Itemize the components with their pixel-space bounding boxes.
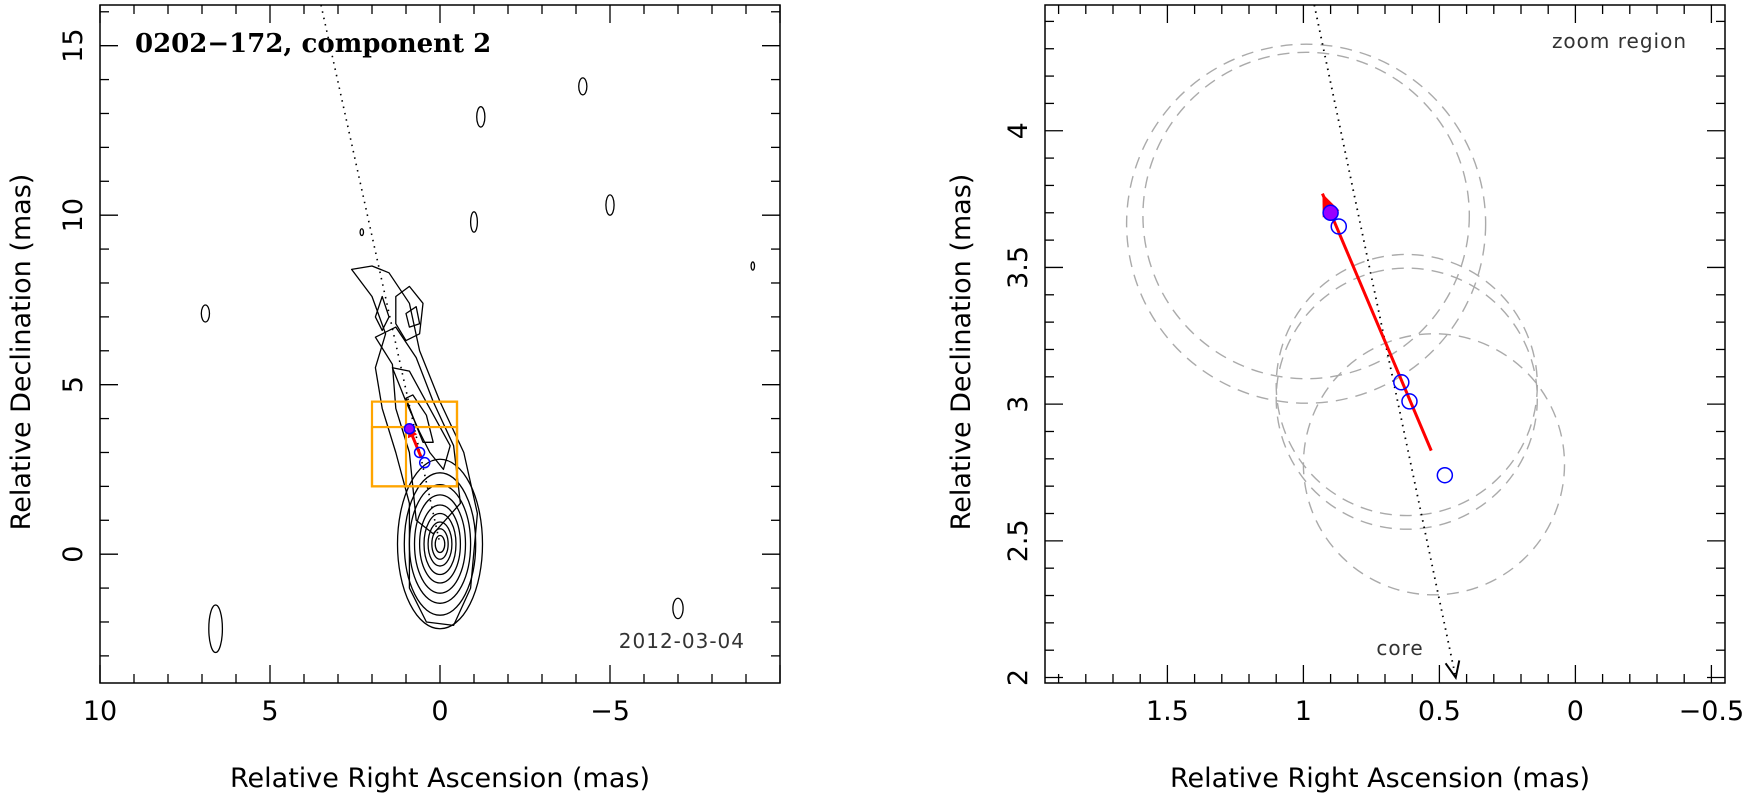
core-contour — [418, 504, 462, 584]
tick-labels-left: 10 5 0 −5 0 5 10 15 — [58, 29, 630, 727]
noise-contour — [672, 597, 684, 620]
component-marker-filled — [403, 423, 416, 435]
component-marker — [413, 446, 426, 459]
jet-axis-dotted-line — [320, 4, 441, 545]
tick-labels-right: 1.5 1 0.5 0 −0.5 2 2.5 3 3.5 4 — [1003, 122, 1744, 727]
core-direction-arrowhead — [1444, 660, 1461, 680]
y-axis-label-left: Relative Declination (mas) — [6, 174, 37, 531]
x-axis-label-left: Relative Right Ascension (mas) — [230, 763, 650, 794]
zoom-region-label: zoom region — [1552, 29, 1687, 53]
x-tick-label: −5 — [590, 696, 630, 727]
x-tick-label: 1.5 — [1146, 696, 1189, 727]
y-tick-label: 5 — [58, 376, 89, 393]
y-tick-label: 0 — [58, 546, 89, 563]
component-marker — [1436, 466, 1454, 484]
uncertainty-circle — [1142, 51, 1471, 380]
y-tick-label: 3.5 — [1003, 246, 1034, 289]
motion-arrow-right — [1321, 193, 1433, 452]
component-marker — [1393, 374, 1410, 391]
plot-frame-left — [99, 4, 781, 684]
noise-contour — [750, 261, 756, 271]
uncertainty-circle — [1302, 333, 1566, 596]
core-contour — [396, 458, 484, 630]
component-markers-right — [1322, 204, 1454, 484]
noise-contour — [208, 604, 224, 654]
core-contour — [423, 512, 457, 576]
uncertainty-circle — [1125, 43, 1487, 404]
x-tick-label: 10 — [83, 696, 117, 727]
component-marker — [418, 456, 431, 469]
component-marker-filled — [1322, 204, 1339, 222]
core-contour — [413, 494, 467, 594]
noise-contour — [200, 304, 211, 323]
y-tick-label: 4 — [1003, 122, 1034, 139]
core-contour — [403, 472, 477, 616]
x-tick-label: 0 — [431, 696, 448, 727]
jet-contour — [405, 306, 421, 328]
x-tick-label: 5 — [261, 696, 278, 727]
component-marker — [1330, 218, 1348, 235]
x-axis-label-right: Relative Right Ascension (mas) — [1170, 763, 1590, 794]
jet-contour — [395, 285, 424, 342]
core-contour — [434, 534, 446, 554]
component-markers-left — [403, 423, 431, 469]
uncertainty-circle — [1275, 267, 1539, 530]
noise-contour — [476, 106, 486, 128]
epoch-date-label: 2012-03-04 — [619, 629, 745, 653]
x-tick-label: −0.5 — [1679, 696, 1745, 727]
jet-contour — [374, 295, 390, 332]
uncertainty-circle — [1275, 253, 1539, 517]
x-tick-label: 0.5 — [1418, 696, 1461, 727]
noise-contour — [469, 211, 479, 233]
y-tick-label: 15 — [58, 29, 89, 63]
y-tick-label: 2 — [1003, 669, 1034, 686]
jet-contour — [350, 265, 479, 627]
ticks-left — [99, 5, 781, 683]
y-tick-label: 2.5 — [1003, 519, 1034, 562]
y-tick-label: 10 — [58, 198, 89, 232]
noise-contour — [359, 228, 365, 237]
x-tick-label: 0 — [1567, 696, 1584, 727]
y-tick-label: 3 — [1003, 396, 1034, 413]
uncertainty-circles — [1125, 43, 1566, 596]
core-contour — [431, 528, 449, 560]
y-axis-label-right: Relative Declination (mas) — [946, 174, 977, 531]
ticks-right — [1045, 5, 1725, 683]
component-marker — [1401, 393, 1418, 410]
contour-lines — [200, 77, 756, 654]
chart-title: 0202−172, component 2 — [135, 29, 491, 59]
left-panel-contour-map: 10 5 0 −5 0 5 10 15 0202−172, component 2 2012-… — [6, 4, 781, 794]
x-tick-label: 1 — [1295, 696, 1312, 727]
core-contour — [427, 521, 453, 567]
noise-contour — [578, 77, 588, 96]
zoom-box — [404, 400, 459, 488]
jet-axis-dotted-line-zoom — [1313, 4, 1457, 678]
jet-contour — [405, 394, 434, 443]
core-label: core — [1376, 636, 1423, 660]
right-panel-zoom-plot: 1.5 1 0.5 0 −0.5 2 2.5 3 3.5 4 zoom region core R… — [946, 4, 1744, 794]
noise-contour — [605, 194, 615, 216]
